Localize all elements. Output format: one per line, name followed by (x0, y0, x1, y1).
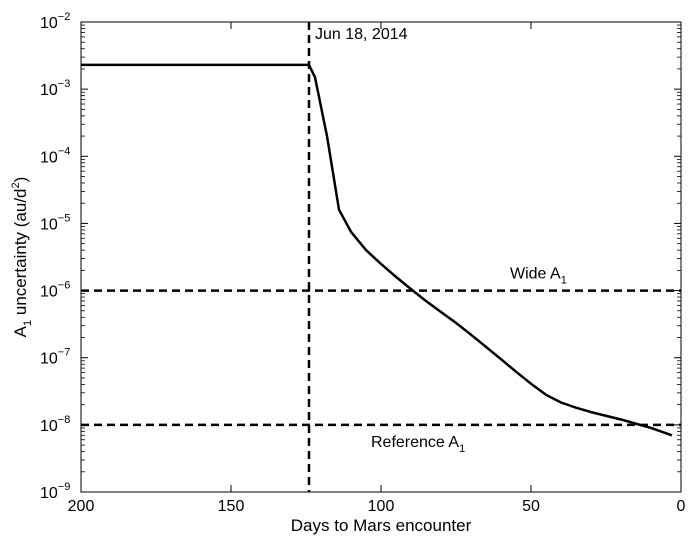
date-annotation: Jun 18, 2014 (315, 26, 408, 43)
y-tick-label: 10−4 (40, 145, 70, 166)
y-tick-label: 10−9 (40, 481, 70, 502)
tick-labels: 10−9 10−8 10−7 10−6 10−5 10−4 10−3 10−2 200 150 10… (40, 11, 686, 515)
y-tick-label: 10−7 (40, 347, 70, 368)
x-tick-label: 150 (218, 498, 245, 515)
reference-a1-label: Reference A1 (371, 434, 465, 455)
plot-lines (81, 22, 681, 492)
y-axis-title: A1 uncertainty (au/d2) (10, 177, 34, 338)
y-tick-label: 10−2 (40, 11, 70, 32)
x-axis-title: Days to Mars encounter (291, 516, 472, 535)
x-tick-label: 50 (522, 498, 540, 515)
plot-frame (80, 21, 682, 493)
uncertainty-series-line (81, 63, 673, 437)
wide-a1-label: Wide A1 (510, 266, 567, 287)
y-tick-label: 10−6 (40, 280, 70, 301)
y-tick-label: 10−5 (40, 212, 70, 233)
y-tick-label: 10−8 (40, 414, 70, 435)
x-tick-label: 100 (368, 498, 395, 515)
axis-ticks (80, 21, 682, 493)
x-tick-label: 200 (68, 498, 95, 515)
x-tick-label: 0 (677, 498, 686, 515)
y-tick-label: 10−3 (40, 78, 70, 99)
